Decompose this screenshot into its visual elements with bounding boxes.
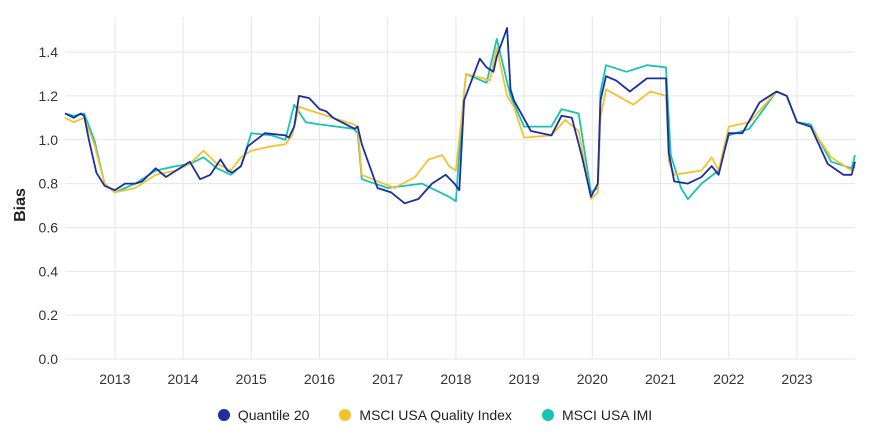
y-tick-label: 0.2 (39, 307, 59, 323)
y-tick-label: 0.4 (39, 263, 59, 279)
x-tick-label: 2013 (99, 371, 130, 387)
x-tick-labels: 2013 2014 2015 2016 2017 2018 2019 2020 2021 2022… (99, 371, 813, 387)
y-tick-labels: 0.0 0.2 0.4 0.6 0.8 1.0 1.2 1.4 (39, 44, 59, 367)
y-tick-label: 0.6 (39, 219, 59, 235)
legend-dot-icon (217, 409, 230, 421)
y-tick-label: 0.0 (39, 351, 59, 367)
x-tick-label: 2018 (440, 371, 471, 387)
x-tick-label: 2022 (713, 371, 744, 387)
legend-item[interactable]: Quantile 20 (217, 407, 310, 423)
legend-dot-icon (541, 409, 554, 421)
legend-dot-icon (339, 409, 352, 421)
series-lines (64, 27, 856, 205)
x-tick-label: 2020 (577, 371, 608, 387)
x-tick-label: 2019 (509, 371, 540, 387)
y-tick-label: 1.2 (39, 88, 59, 104)
series-line-msci-usa-quality-index (64, 46, 856, 200)
x-tick-label: 2016 (304, 371, 335, 387)
legend-label: MSCI USA Quality Index (359, 407, 512, 423)
legend-label: Quantile 20 (237, 407, 310, 423)
x-tick-label: 2017 (372, 371, 403, 387)
y-tick-label: 1.0 (39, 132, 59, 148)
y-axis-label: Bias (12, 188, 29, 222)
legend-item[interactable]: MSCI USA Quality Index (339, 407, 512, 423)
legend-item[interactable]: MSCI USA IMI (541, 407, 653, 423)
legend: Quantile 20 MSCI USA Quality Index MSCI US… (0, 407, 870, 423)
x-tick-label: 2014 (167, 371, 198, 387)
x-tick-label: 2021 (645, 371, 676, 387)
y-tick-label: 0.8 (39, 176, 59, 192)
x-tick-label: 2023 (781, 371, 812, 387)
y-tick-label: 1.4 (39, 44, 59, 60)
x-tick-label: 2015 (236, 371, 267, 387)
series-line-quantile-20 (64, 27, 856, 205)
legend-label: MSCI USA IMI (561, 407, 653, 423)
line-chart: 0.00.20.40.60.81.01.21.4 2013 2014 2015 201… (12, 17, 856, 387)
